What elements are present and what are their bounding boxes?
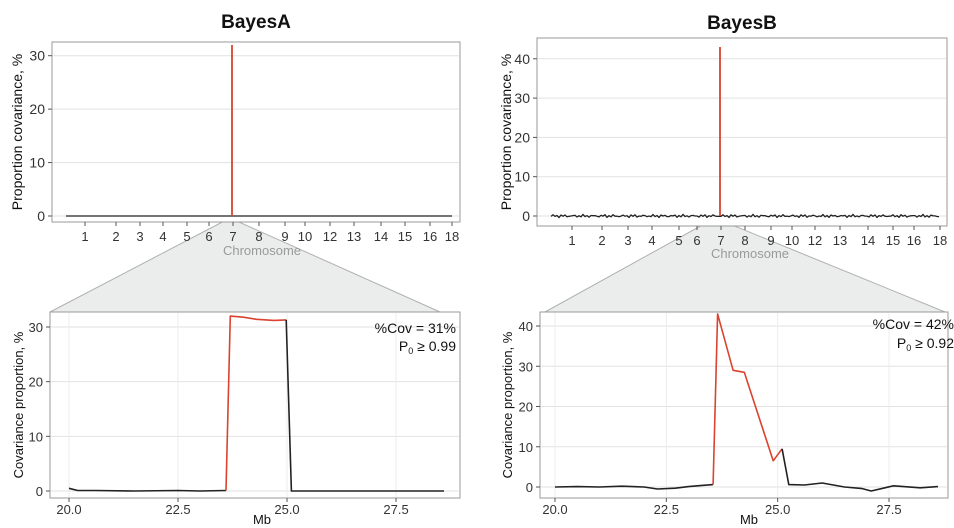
y-tick-label: 20 xyxy=(29,101,45,117)
x-tick-label: 15 xyxy=(886,233,900,248)
x-tick-label: 25.0 xyxy=(765,502,790,517)
x-tick-label: 25.0 xyxy=(274,502,299,517)
x-tick-label: 6 xyxy=(693,233,700,248)
x-tick-label: 3 xyxy=(624,233,631,248)
x-tick-label: 4 xyxy=(648,233,655,248)
background-series xyxy=(781,448,939,492)
x-tick-label: 4 xyxy=(159,229,166,244)
x-axis-label: Mb xyxy=(740,512,758,527)
peak-series xyxy=(225,315,287,491)
x-axis-label: Mb xyxy=(253,512,271,527)
y-tick-label: 30 xyxy=(29,320,43,335)
y-axis-label: Proportion covariance, % xyxy=(9,54,25,210)
annotation-p0: P0 ≥ 0.99 xyxy=(399,338,456,356)
y-tick-label: 0 xyxy=(522,208,530,224)
x-tick-label: 7 xyxy=(717,233,724,248)
annotation-p0: P0 ≥ 0.92 xyxy=(897,335,954,353)
y-axis-label: Covariance proportion, % xyxy=(11,331,26,478)
x-tick-label: 14 xyxy=(861,233,875,248)
y-tick-label: 0 xyxy=(526,480,533,495)
x-tick-label: 10 xyxy=(785,233,799,248)
y-tick-label: 10 xyxy=(29,429,43,444)
x-tick-label: 9 xyxy=(281,229,288,244)
y-tick-label: 30 xyxy=(514,90,530,106)
x-tick-label: 9 xyxy=(767,233,774,248)
annotation-cov: %Cov = 42% xyxy=(873,316,954,332)
x-tick-label: 18 xyxy=(445,229,459,244)
x-tick-label: 14 xyxy=(374,229,388,244)
x-tick-label: 15 xyxy=(398,229,412,244)
x-tick-label: 20.0 xyxy=(56,502,81,517)
y-tick-label: 10 xyxy=(519,440,533,455)
x-tick-label: 12 xyxy=(323,229,337,244)
x-axis-label: Chromosome xyxy=(711,246,789,261)
annotation-cov: %Cov = 31% xyxy=(375,320,456,336)
x-tick-label: 16 xyxy=(423,229,437,244)
y-tick-label: 20 xyxy=(519,400,533,415)
x-tick-label: 12 xyxy=(808,233,822,248)
x-tick-label: 22.5 xyxy=(165,502,190,517)
x-tick-label: 10 xyxy=(298,229,312,244)
y-axis-label: Covariance proportion, % xyxy=(500,331,515,478)
panel-bayesA-zoom: 0 10 20 30 20.0 22.5 25.0 27.5 %Cov = 31% P0 ≥… xyxy=(11,311,461,527)
background-series xyxy=(285,319,444,492)
x-axis-label: Chromosome xyxy=(223,243,301,258)
y-tick-label: 40 xyxy=(514,51,530,67)
x-tick-label: 27.5 xyxy=(876,502,901,517)
x-tick-label: 5 xyxy=(183,229,190,244)
y-tick-label: 30 xyxy=(29,48,45,64)
x-tick-label: 2 xyxy=(112,229,119,244)
y-tick-label: 20 xyxy=(29,375,43,390)
y-tick-label: 10 xyxy=(29,155,45,171)
x-tick-label: 18 xyxy=(933,233,947,248)
panel-bayesB-zoom: 0 10 20 30 40 20.0 22.5 25.0 27.5 %Cov = 42% P0… xyxy=(500,311,954,527)
chart-title: BayesB xyxy=(707,13,777,34)
y-tick-label: 0 xyxy=(37,208,45,224)
y-tick-label: 40 xyxy=(519,319,533,334)
background-series xyxy=(68,487,227,492)
x-tick-label: 6 xyxy=(205,229,212,244)
x-tick-label: 3 xyxy=(136,229,143,244)
chart-title: BayesA xyxy=(221,12,291,33)
x-tick-label: 22.5 xyxy=(654,502,679,517)
y-tick-label: 10 xyxy=(514,169,530,185)
x-tick-label: 2 xyxy=(598,233,605,248)
background-series xyxy=(554,483,714,490)
peak-series xyxy=(712,313,783,485)
x-tick-label: 8 xyxy=(255,229,262,244)
x-tick-label: 1 xyxy=(81,229,88,244)
x-tick-label: 27.5 xyxy=(383,502,408,517)
x-tick-label: 13 xyxy=(347,229,361,244)
baseline-series xyxy=(550,213,940,219)
x-tick-label: 5 xyxy=(675,233,682,248)
y-axis-label: Proportion covariance, % xyxy=(498,54,514,210)
y-tick-label: 30 xyxy=(519,359,533,374)
x-tick-label: 1 xyxy=(568,233,575,248)
x-tick-label: 16 xyxy=(907,233,921,248)
x-tick-label: 20.0 xyxy=(542,502,567,517)
x-tick-label: 8 xyxy=(741,233,748,248)
y-tick-label: 20 xyxy=(514,129,530,145)
y-tick-label: 0 xyxy=(36,484,43,499)
x-tick-label: 13 xyxy=(833,233,847,248)
x-tick-label: 7 xyxy=(229,229,236,244)
